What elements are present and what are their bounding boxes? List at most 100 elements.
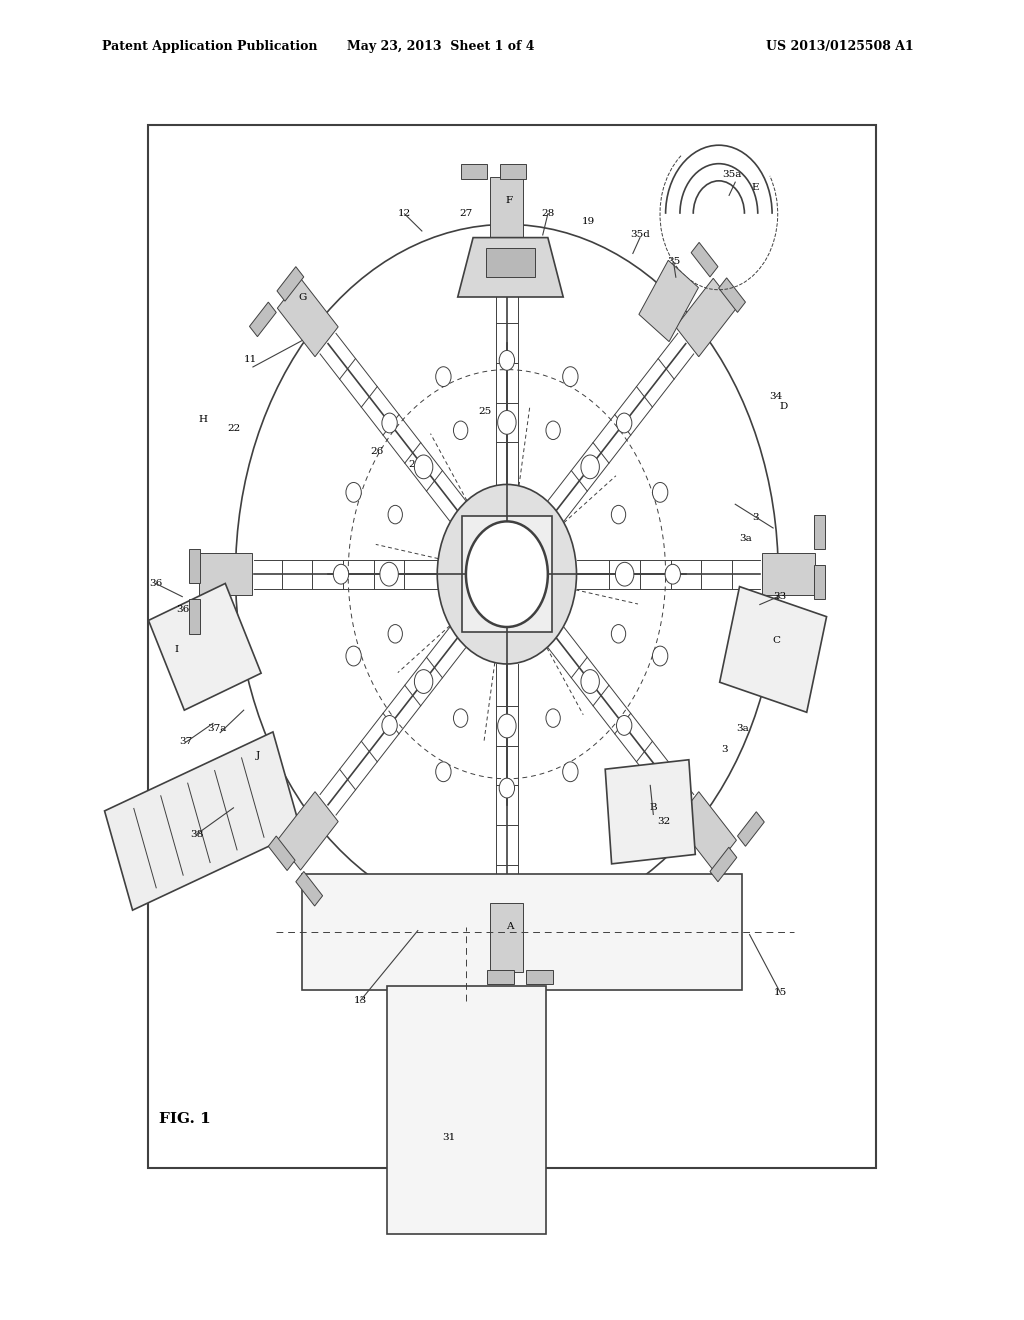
Circle shape	[466, 521, 548, 627]
Circle shape	[611, 624, 626, 643]
Text: H: H	[199, 416, 207, 424]
Circle shape	[581, 455, 599, 479]
Text: 21: 21	[409, 461, 421, 469]
Circle shape	[498, 411, 516, 434]
Circle shape	[346, 483, 361, 503]
Polygon shape	[737, 812, 764, 846]
Polygon shape	[276, 267, 304, 301]
Text: 27: 27	[460, 210, 472, 218]
Circle shape	[615, 562, 634, 586]
Text: B: B	[649, 804, 657, 812]
Circle shape	[581, 669, 599, 693]
Text: 35d: 35d	[630, 231, 650, 239]
Bar	[387, 986, 546, 1234]
Polygon shape	[500, 165, 526, 178]
Polygon shape	[268, 836, 295, 871]
Circle shape	[382, 715, 397, 735]
Text: 3a: 3a	[739, 535, 752, 543]
Polygon shape	[278, 279, 338, 356]
Circle shape	[500, 351, 514, 370]
Text: F: F	[506, 197, 512, 205]
Polygon shape	[250, 302, 276, 337]
Text: 31: 31	[442, 1134, 455, 1142]
Text: 36a: 36a	[177, 606, 196, 614]
Circle shape	[562, 762, 578, 781]
Polygon shape	[676, 792, 736, 870]
Circle shape	[562, 367, 578, 387]
Circle shape	[611, 506, 626, 524]
Polygon shape	[814, 515, 825, 549]
Polygon shape	[720, 586, 826, 713]
Polygon shape	[676, 279, 736, 356]
Polygon shape	[526, 970, 553, 985]
Polygon shape	[490, 177, 523, 246]
Circle shape	[499, 779, 514, 797]
Circle shape	[333, 565, 348, 583]
Text: E: E	[752, 183, 760, 191]
Text: Patent Application Publication: Patent Application Publication	[102, 40, 317, 53]
Circle shape	[346, 645, 361, 665]
Polygon shape	[710, 847, 737, 882]
Circle shape	[454, 421, 468, 440]
Circle shape	[388, 506, 402, 524]
Polygon shape	[461, 165, 487, 178]
Text: 25: 25	[479, 408, 492, 416]
Circle shape	[616, 413, 632, 433]
Polygon shape	[188, 549, 200, 583]
Polygon shape	[458, 238, 563, 297]
Polygon shape	[148, 583, 261, 710]
Polygon shape	[814, 565, 825, 599]
Text: 34: 34	[770, 392, 782, 400]
Circle shape	[382, 413, 397, 433]
Circle shape	[388, 624, 402, 643]
Text: 15: 15	[774, 989, 786, 997]
Bar	[302, 874, 742, 990]
Polygon shape	[487, 970, 514, 985]
Polygon shape	[199, 553, 252, 595]
Circle shape	[436, 762, 452, 781]
Circle shape	[437, 484, 577, 664]
Polygon shape	[605, 760, 695, 863]
Polygon shape	[762, 553, 815, 595]
Text: G: G	[298, 293, 306, 301]
Circle shape	[652, 483, 668, 503]
Text: 26: 26	[371, 447, 383, 455]
Circle shape	[652, 645, 668, 665]
Text: 33: 33	[774, 593, 786, 601]
Text: 36: 36	[150, 579, 162, 587]
Text: A: A	[506, 923, 514, 931]
Text: 3: 3	[753, 513, 759, 521]
Circle shape	[415, 455, 433, 479]
Text: US 2013/0125508 A1: US 2013/0125508 A1	[766, 40, 913, 53]
Bar	[462, 516, 552, 632]
Text: D: D	[779, 403, 787, 411]
Polygon shape	[691, 243, 718, 277]
Text: 11: 11	[245, 355, 257, 363]
Text: 3a: 3a	[736, 725, 749, 733]
Circle shape	[454, 709, 468, 727]
Text: J: J	[256, 751, 260, 759]
Text: C: C	[772, 636, 780, 644]
Text: May 23, 2013  Sheet 1 of 4: May 23, 2013 Sheet 1 of 4	[346, 40, 535, 53]
Circle shape	[546, 709, 560, 727]
Text: 32: 32	[657, 817, 670, 825]
Text: 22: 22	[227, 425, 240, 433]
Text: 13: 13	[354, 997, 367, 1005]
Polygon shape	[104, 731, 301, 911]
Circle shape	[546, 421, 560, 440]
Text: 35a: 35a	[723, 170, 741, 178]
Text: 19: 19	[583, 218, 595, 226]
Circle shape	[666, 565, 680, 583]
Text: 35: 35	[668, 257, 680, 265]
Circle shape	[380, 562, 398, 586]
Polygon shape	[639, 260, 698, 342]
Circle shape	[436, 367, 452, 387]
Text: 12: 12	[398, 210, 411, 218]
Text: 28: 28	[542, 210, 554, 218]
Text: 38: 38	[190, 830, 203, 838]
Polygon shape	[486, 248, 535, 277]
Text: 3: 3	[722, 746, 728, 754]
Circle shape	[616, 715, 632, 735]
Text: 37a: 37a	[208, 725, 226, 733]
Polygon shape	[719, 277, 745, 313]
